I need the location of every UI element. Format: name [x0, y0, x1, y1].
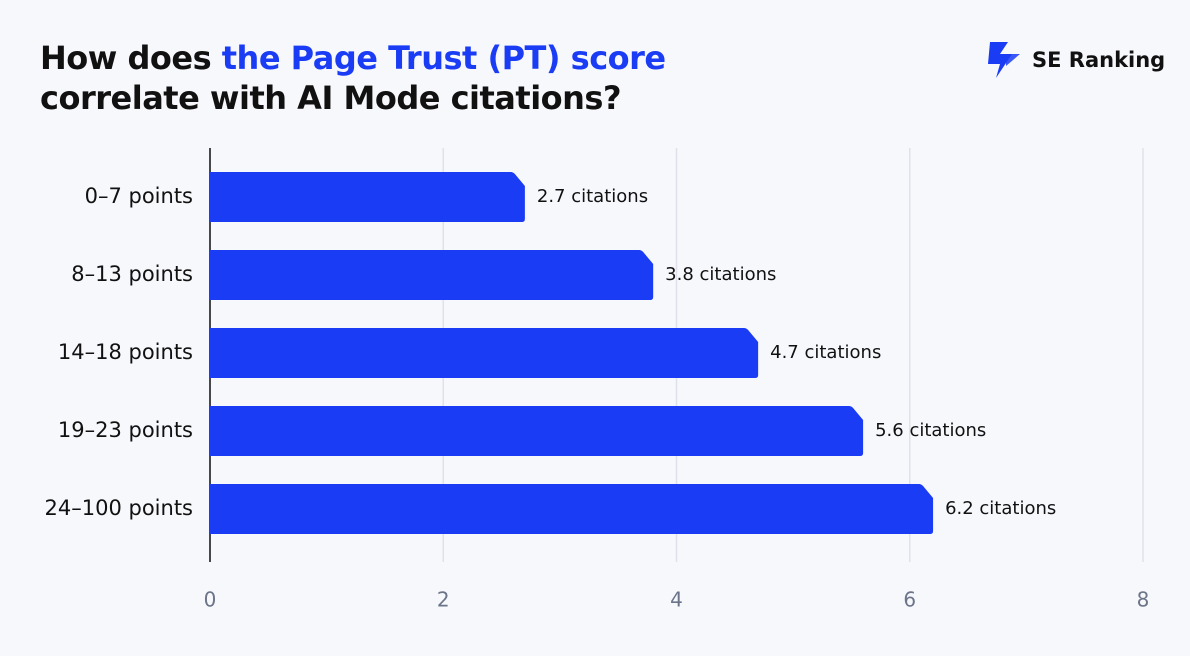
value-label: 3.8 citations	[665, 264, 776, 285]
y-tick-label: 14–18 points	[58, 340, 193, 364]
bar	[210, 406, 864, 456]
title-part: How does	[40, 39, 222, 77]
x-tick-label: 8	[1137, 588, 1150, 612]
y-tick-label: 19–23 points	[58, 418, 193, 442]
value-label: 4.7 citations	[770, 342, 881, 363]
bar	[210, 250, 654, 300]
y-tick-label: 8–13 points	[71, 262, 193, 286]
bar	[210, 484, 934, 534]
y-tick-label: 24–100 points	[45, 496, 193, 520]
value-label: 5.6 citations	[875, 420, 986, 441]
bar	[210, 328, 759, 378]
brand-name: SE Ranking	[1032, 48, 1166, 72]
bar	[210, 172, 525, 222]
value-label: 2.7 citations	[537, 186, 648, 207]
y-tick-label: 0–7 points	[85, 184, 193, 208]
x-tick-label: 6	[903, 588, 916, 612]
x-tick-label: 4	[670, 588, 683, 612]
brand: SE Ranking	[986, 40, 1165, 80]
value-label: 6.2 citations	[945, 498, 1056, 519]
title-part: correlate with AI Mode citations?	[40, 39, 677, 117]
brand-logo	[988, 42, 1020, 78]
title-part: the Page Trust (PT) score	[221, 39, 666, 77]
chart-title: How does the Page Trust (PT) score corre…	[40, 38, 830, 118]
x-tick-label: 2	[437, 588, 450, 612]
x-tick-label: 0	[204, 588, 217, 612]
